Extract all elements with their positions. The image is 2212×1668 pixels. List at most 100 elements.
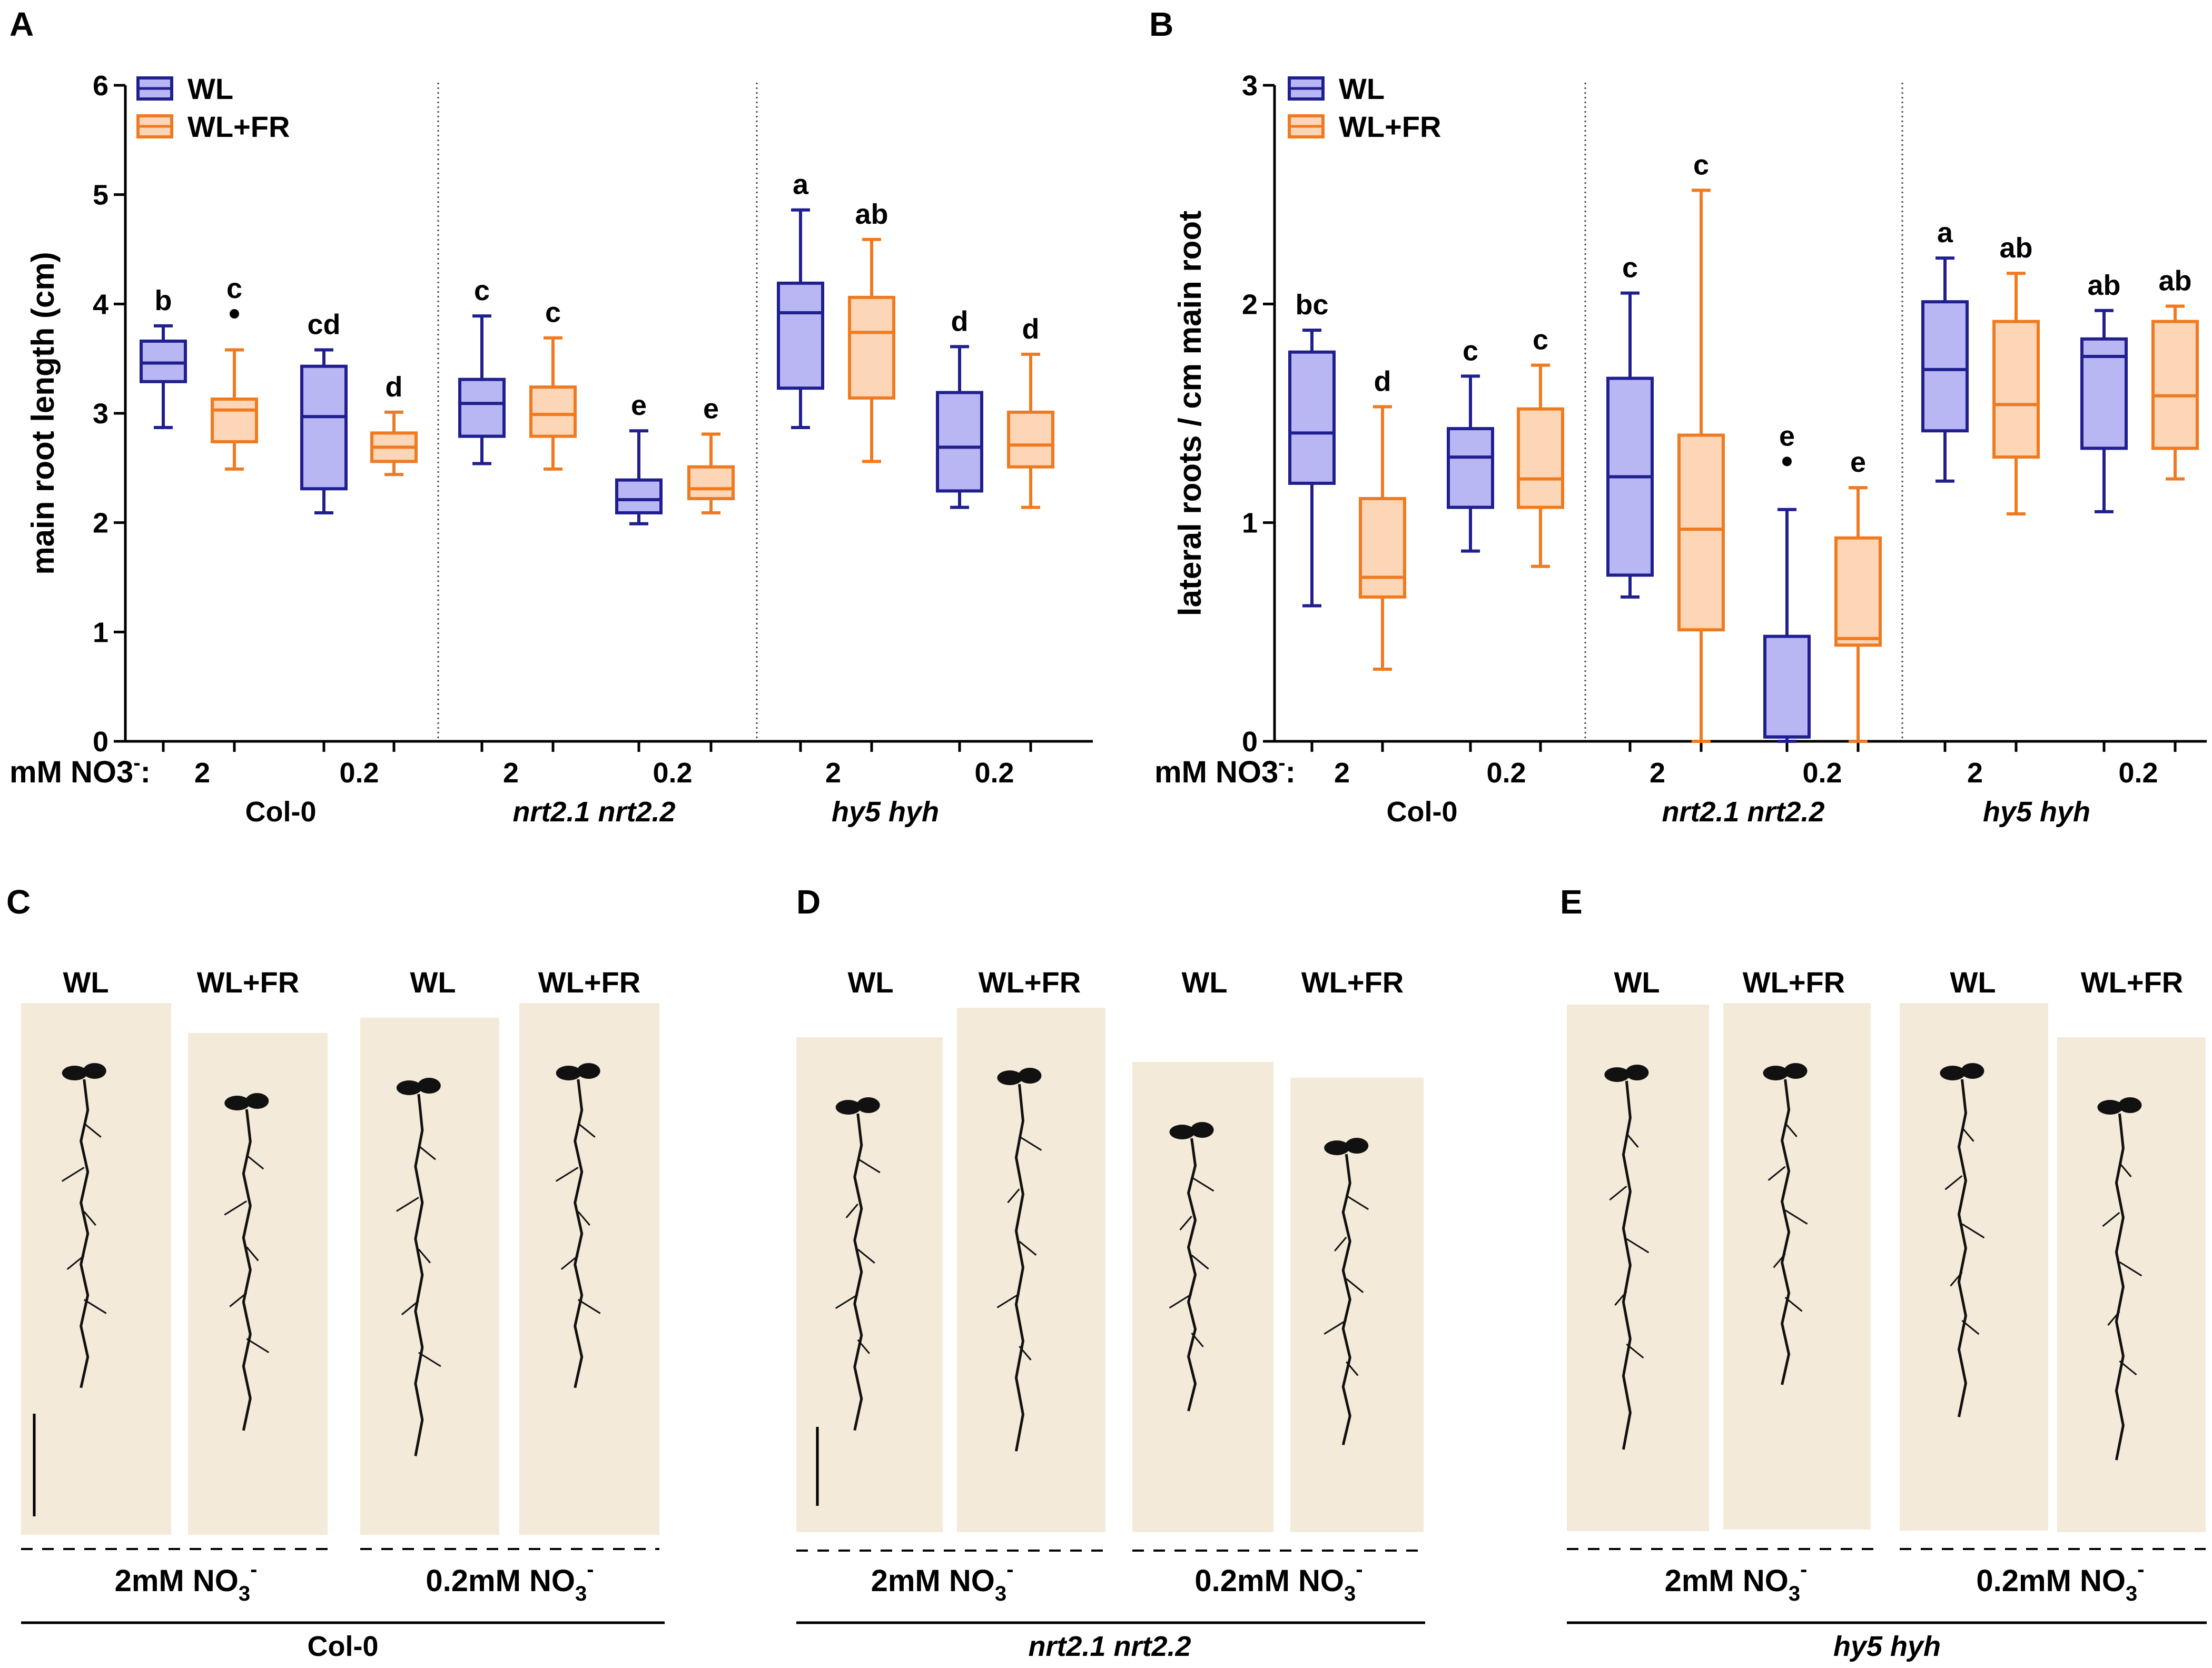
lateral-root (1609, 1185, 1627, 1201)
lateral-root (1626, 1133, 1639, 1148)
significance-letter: ab (2087, 270, 2120, 301)
lateral-root (1626, 1238, 1650, 1254)
seedling-photo-tile (1900, 1003, 2048, 1531)
seedling-leaf (1784, 1063, 1808, 1079)
y-tick-label: 0 (93, 726, 108, 758)
genotype-label: nrt2.1 nrt2.2 (1028, 1631, 1191, 1662)
x-tick-label: 2 (194, 757, 210, 789)
x-tick-label: 2 (1650, 757, 1665, 789)
y-tick-label: 5 (93, 180, 108, 211)
seedling-leaf (835, 1100, 861, 1115)
significance-letter: c (226, 273, 242, 304)
lateral-root (835, 1294, 858, 1309)
main-root (1622, 1080, 1632, 1450)
treatment-label: WL+FR (2081, 966, 2183, 999)
seedling-leaf (1324, 1140, 1350, 1155)
condition-text: 2mM NO (115, 1564, 239, 1598)
lateral-root (2119, 1163, 2132, 1177)
genotype-label: Col-0 (1387, 796, 1458, 828)
lateral-root (1784, 1297, 1803, 1312)
significance-letter: c (1622, 252, 1638, 284)
box-wlfr-9: ab (848, 198, 895, 463)
box-iqr (777, 281, 824, 390)
main-root (1187, 1138, 1197, 1412)
seedling-leaf (1625, 1065, 1649, 1080)
box-wl-6: e (615, 390, 663, 525)
significance-letter: e (703, 393, 719, 424)
legend-label-wl: WL (187, 72, 233, 105)
lateral-root (1614, 1291, 1627, 1306)
seedling-leaf (1940, 1066, 1966, 1080)
lateral-root (1191, 1176, 1214, 1192)
seedling-leaf (1961, 1063, 1984, 1079)
y-tick-label: 3 (1242, 70, 1258, 102)
box-wl-2: c (1447, 335, 1494, 553)
box-wlfr-1: c (211, 273, 258, 471)
lateral-root (246, 1246, 259, 1262)
condition-label-2mm: 2mM NO3- (115, 1558, 258, 1605)
y-tick-label: 2 (93, 508, 108, 539)
lateral-root (66, 1255, 85, 1270)
lateral-root (1007, 1188, 1020, 1204)
lateral-root (1961, 1127, 1974, 1142)
legend-label-wl: WL (1339, 72, 1385, 105)
lateral-root (577, 1123, 596, 1138)
condition-sub: 3 (2126, 1582, 2137, 1605)
lateral-root (555, 1167, 579, 1182)
lateral-root (1950, 1272, 1963, 1287)
box-wl-0: b (140, 285, 187, 429)
seedling-photo-tile (1723, 1003, 1871, 1530)
genotype-label: hy5 hyh (1833, 1631, 1941, 1662)
treatment-label: WL (410, 966, 456, 999)
seedling-photo-tile (2057, 1037, 2206, 1532)
y-tick-label: 3 (93, 398, 108, 430)
significance-letter: e (1779, 420, 1795, 452)
box-wlfr-9: ab (1992, 232, 2040, 516)
treatment-label: WL+FR (538, 966, 640, 999)
treatment-label: WL (1950, 966, 1996, 999)
condition-sub: 3 (995, 1582, 1006, 1605)
lateral-root (2107, 1311, 2120, 1326)
significance-letter: e (631, 390, 647, 421)
x-tick-label: 0.2 (974, 757, 1014, 789)
box-iqr (1834, 536, 1882, 647)
box-wl-4: c (1606, 252, 1654, 599)
x-tick-label: 2 (825, 757, 841, 789)
box-iqr (300, 364, 348, 491)
lateral-root (418, 1145, 436, 1160)
y-tick-label: 2 (1242, 289, 1258, 320)
box-iqr (2151, 320, 2199, 450)
box-iqr (1517, 407, 1564, 509)
y-axis-title: main root length (cm) (25, 252, 61, 574)
condition-text: 0.2mM NO (426, 1564, 575, 1598)
condition-label-02mm: 0.2mM NO3- (1194, 1558, 1362, 1605)
seedling-leaf (1190, 1122, 1214, 1138)
lateral-root (1019, 1240, 1037, 1256)
significance-letter: c (474, 275, 490, 306)
lateral-root (1324, 1319, 1347, 1335)
seedling-leaf (1169, 1125, 1195, 1139)
lateral-root (229, 1292, 248, 1307)
condition-text: 0.2mM NO (1976, 1564, 2126, 1598)
significance-letter: c (545, 297, 561, 329)
significance-letter: c (1463, 335, 1478, 366)
lateral-root (1191, 1332, 1204, 1347)
seedling-leaf (245, 1093, 269, 1109)
panel-letter: B (1149, 5, 1173, 43)
seedling-photo-tile (21, 1003, 171, 1535)
main-root (574, 1079, 584, 1388)
lateral-root (857, 1339, 870, 1354)
x-tick-label: 0.2 (1486, 757, 1526, 789)
lateral-root (1944, 1175, 1963, 1190)
box-wl-6: e (1763, 420, 1811, 743)
condition-text: 2mM NO (1665, 1564, 1789, 1598)
panel-letter: A (9, 5, 34, 43)
seedling-leaf (856, 1097, 880, 1113)
lateral-root (560, 1255, 579, 1270)
genotype-label: nrt2.1 nrt2.2 (512, 796, 675, 828)
significance-letter: d (386, 371, 403, 403)
